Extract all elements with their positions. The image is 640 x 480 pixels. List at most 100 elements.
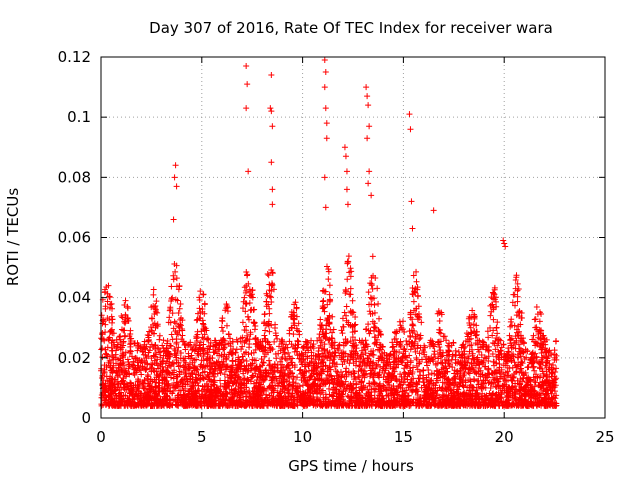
data-point (459, 381, 466, 388)
data-point (319, 322, 326, 329)
data-point (205, 402, 212, 409)
data-point (177, 322, 184, 329)
data-point (168, 283, 175, 290)
data-point (156, 332, 163, 339)
data-point (202, 392, 209, 399)
data-point (458, 365, 465, 372)
data-point (170, 276, 177, 283)
data-point (352, 313, 359, 320)
data-point (436, 344, 443, 351)
data-point (396, 318, 403, 325)
data-point (414, 286, 421, 293)
data-point (268, 287, 275, 294)
data-point (513, 368, 520, 375)
data-point (401, 369, 408, 376)
data-point (222, 402, 229, 409)
data-point (326, 312, 333, 319)
data-point (481, 392, 488, 399)
data-point (205, 373, 212, 380)
data-point (465, 395, 472, 402)
data-point (266, 293, 273, 300)
data-point (245, 313, 252, 320)
data-point (232, 387, 239, 394)
data-point (479, 338, 486, 345)
data-point (543, 359, 550, 366)
data-point (357, 392, 364, 399)
data-point (304, 402, 311, 409)
data-point (323, 263, 330, 270)
data-point (129, 395, 136, 402)
data-point (546, 347, 553, 354)
data-point (400, 379, 407, 386)
data-point (371, 340, 378, 347)
data-point (467, 391, 474, 398)
data-point (332, 350, 339, 357)
data-point (525, 363, 532, 370)
data-point (191, 367, 198, 374)
data-point (515, 323, 522, 330)
data-point (280, 383, 287, 390)
data-point (272, 373, 279, 380)
data-point (503, 378, 510, 385)
data-point (437, 359, 444, 366)
data-point (171, 367, 178, 374)
data-point (530, 364, 537, 371)
data-point (164, 340, 171, 347)
data-point (347, 285, 354, 292)
data-point (324, 301, 331, 308)
data-point (487, 324, 494, 331)
data-point (390, 365, 397, 372)
data-point (219, 399, 226, 406)
data-point (132, 391, 139, 398)
data-point (379, 355, 386, 362)
data-point (182, 391, 189, 398)
data-point (228, 386, 235, 393)
data-point (175, 309, 182, 316)
data-point (438, 311, 445, 318)
data-point (275, 350, 282, 357)
data-point (553, 375, 560, 382)
data-point (469, 398, 476, 405)
data-point (252, 346, 259, 353)
data-point (232, 402, 239, 409)
data-point (106, 294, 113, 301)
data-point (400, 318, 407, 325)
data-point (407, 365, 413, 372)
data-point (128, 353, 135, 360)
data-point (516, 381, 523, 388)
data-point (102, 321, 109, 328)
data-point (472, 362, 479, 369)
data-point (300, 343, 307, 350)
data-point (201, 300, 208, 307)
data-point (449, 351, 456, 358)
data-point (363, 390, 370, 397)
data-point (492, 383, 499, 390)
data-point (163, 392, 170, 399)
data-point (411, 307, 418, 314)
data-point (532, 379, 539, 386)
data-point (271, 338, 278, 345)
data-point (303, 339, 310, 346)
data-point (346, 360, 353, 367)
data-point (266, 341, 273, 348)
data-point (109, 319, 116, 326)
data-point (213, 384, 220, 391)
data-point (507, 318, 514, 325)
data-point (102, 305, 109, 312)
data-point (164, 337, 171, 344)
data-point (533, 303, 540, 310)
data-point (420, 379, 427, 386)
data-point (520, 340, 527, 347)
data-point (178, 377, 185, 384)
data-point (156, 386, 163, 393)
data-point (362, 341, 369, 348)
data-point (148, 324, 155, 331)
data-point (106, 293, 113, 300)
data-point (294, 374, 301, 381)
data-point (235, 354, 242, 361)
data-point (438, 353, 445, 360)
data-point (397, 343, 404, 350)
data-point (508, 335, 515, 342)
data-point (266, 310, 273, 317)
data-point (442, 363, 449, 370)
